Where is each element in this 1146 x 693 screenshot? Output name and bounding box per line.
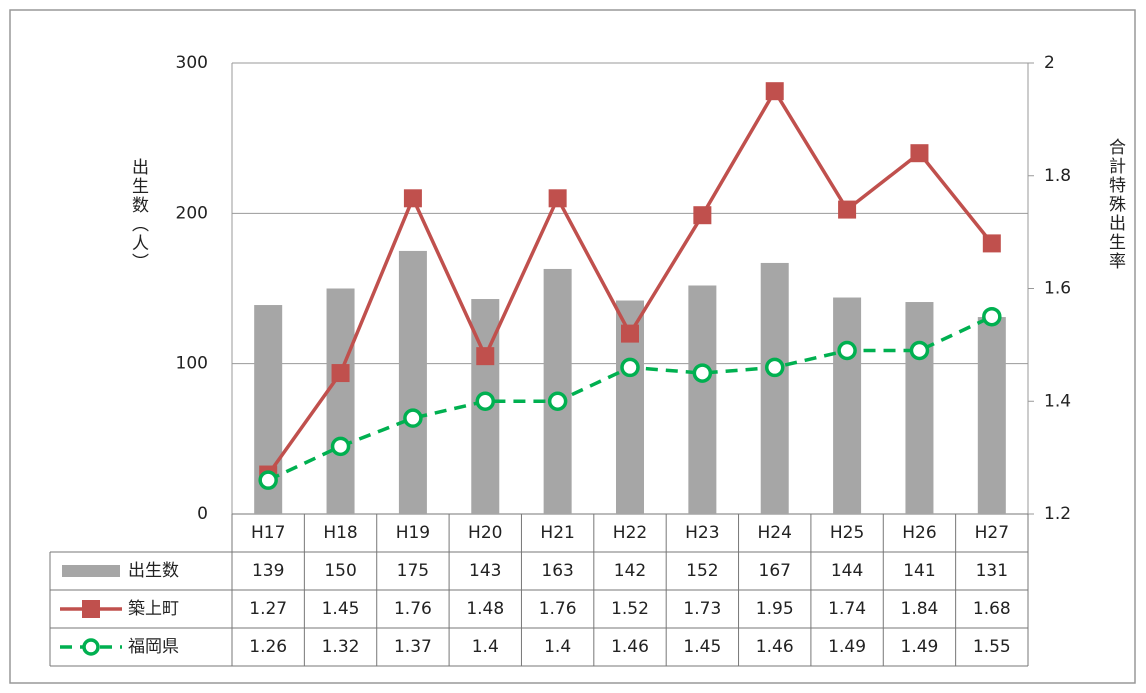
x-tick-label: H22 [613, 523, 647, 543]
bar [688, 285, 717, 514]
table-value: 163 [541, 561, 573, 581]
table-value: 152 [686, 561, 718, 581]
x-tick-label: H27 [975, 523, 1009, 543]
table-value: 144 [831, 561, 863, 581]
table-value: 1.52 [611, 599, 649, 619]
legend-symbol [62, 565, 120, 577]
legend-label: 福岡県 [128, 637, 179, 657]
marker [692, 363, 713, 383]
table-value: 1.74 [828, 599, 866, 619]
marker [548, 189, 567, 208]
y2-axis-label: 合計特殊出生率 [1105, 138, 1126, 271]
marker [547, 391, 568, 411]
legend-marker [82, 638, 100, 656]
legend-label: 築上町 [128, 599, 179, 619]
table-value: 1.46 [756, 637, 794, 657]
y2-tick-label: 1.8 [1044, 166, 1071, 186]
table-value: 1.76 [539, 599, 577, 619]
table-value: 1.26 [249, 637, 287, 657]
y2-tick-label: 2 [1044, 53, 1055, 73]
y-axis-label: 出生数（人） [128, 158, 149, 272]
marker [837, 340, 857, 361]
table-value: 167 [759, 561, 791, 581]
marker [403, 408, 423, 428]
marker [982, 306, 1002, 327]
table-value: 131 [976, 561, 1008, 581]
marker [258, 470, 278, 490]
marker [475, 391, 496, 411]
marker [330, 436, 351, 457]
y-tick-label: 100 [176, 354, 208, 374]
x-tick-label: H19 [396, 523, 430, 543]
legend-marker [82, 600, 100, 618]
x-tick-label: H17 [251, 523, 285, 543]
table-value: 142 [614, 561, 646, 581]
table-value: 175 [397, 561, 429, 581]
table-value: 1.4 [544, 637, 571, 657]
x-tick-label: H21 [540, 523, 574, 543]
table-value: 141 [903, 561, 935, 581]
table-value: 1.95 [756, 599, 794, 619]
y-tick-label: 300 [176, 53, 208, 73]
table-value: 1.37 [394, 637, 432, 657]
table-value: 1.55 [973, 637, 1011, 657]
bar [833, 297, 862, 514]
bar [760, 262, 789, 514]
x-tick-label: H23 [685, 523, 719, 543]
bar [543, 268, 572, 514]
y-tick-label: 0 [197, 504, 208, 524]
table-value: 1.32 [322, 637, 360, 657]
bar [326, 288, 355, 514]
chart-frame [9, 9, 1136, 684]
marker [331, 364, 350, 383]
y2-tick-label: 1.4 [1044, 391, 1071, 411]
table-value: 1.27 [249, 599, 287, 619]
y2-tick-label: 1.2 [1044, 504, 1071, 524]
marker [403, 189, 422, 208]
x-tick-label: H18 [323, 523, 357, 543]
table-value: 1.49 [901, 637, 939, 657]
marker [982, 234, 1001, 253]
table-value: 1.4 [472, 637, 499, 657]
marker [764, 357, 785, 378]
table-value: 1.45 [322, 599, 360, 619]
table-value: 1.48 [466, 599, 504, 619]
legend-label: 出生数 [128, 561, 179, 581]
table-value: 150 [324, 561, 356, 581]
marker [909, 340, 930, 361]
table-value: 143 [469, 561, 501, 581]
x-tick-label: H20 [468, 523, 502, 543]
marker [910, 144, 929, 163]
table-value: 1.76 [394, 599, 432, 619]
table-value: 1.84 [901, 599, 939, 619]
table-value: 1.68 [973, 599, 1011, 619]
bar [398, 250, 427, 514]
table-value: 1.49 [828, 637, 866, 657]
x-tick-label: H26 [902, 523, 936, 543]
x-tick-label: H24 [758, 523, 792, 543]
table-value: 1.45 [683, 637, 721, 657]
bar [905, 302, 934, 514]
marker [693, 206, 712, 225]
y2-tick-label: 1.6 [1044, 279, 1071, 299]
y-tick-label: 200 [176, 203, 208, 223]
marker [838, 200, 857, 219]
marker [620, 357, 640, 378]
bar [977, 317, 1006, 514]
table-value: 1.73 [683, 599, 721, 619]
marker [621, 324, 639, 343]
table-value: 1.46 [611, 637, 649, 657]
marker [476, 347, 495, 366]
x-tick-label: H25 [830, 523, 864, 543]
marker [765, 82, 784, 101]
table-value: 139 [252, 561, 284, 581]
